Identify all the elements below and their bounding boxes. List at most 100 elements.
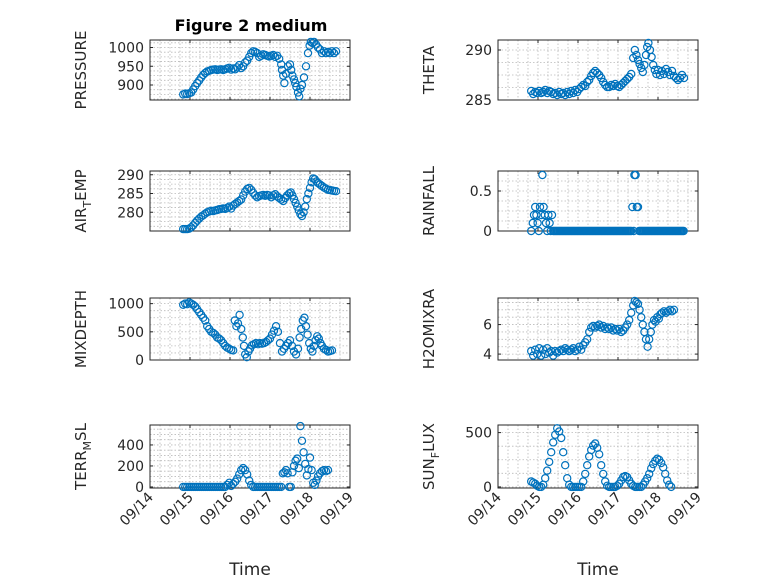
data-point xyxy=(246,48,256,58)
data-point xyxy=(667,66,677,76)
data-point xyxy=(283,469,292,478)
data-point xyxy=(623,74,632,84)
data-point xyxy=(621,76,630,86)
data-point xyxy=(601,477,610,486)
data-point xyxy=(224,344,234,353)
data-point xyxy=(296,84,305,94)
axes-frame xyxy=(149,297,351,361)
data-point xyxy=(295,333,304,342)
ytick-label: 6 xyxy=(483,318,492,334)
axes-frame xyxy=(149,39,351,101)
data-point xyxy=(613,326,622,335)
ytick-label: 1000 xyxy=(108,297,144,313)
data-point xyxy=(541,474,550,483)
data-point xyxy=(633,55,643,65)
axes-group: 900 950 1000 PRESSURE 285 290 THETA 280 285 290 AI… xyxy=(72,31,705,580)
data-point xyxy=(293,454,302,463)
data-point xyxy=(669,305,679,314)
data-point xyxy=(665,480,674,489)
data-point xyxy=(306,37,315,47)
data-point xyxy=(534,226,544,236)
data-point xyxy=(532,210,541,220)
data-point xyxy=(583,77,592,87)
data-point xyxy=(323,465,333,475)
data-point xyxy=(632,298,641,307)
data-point xyxy=(577,482,586,492)
data-point xyxy=(182,300,192,309)
data-point xyxy=(665,305,675,314)
data-point xyxy=(224,63,234,73)
data-point xyxy=(228,479,238,488)
data-point xyxy=(288,191,297,200)
data-point xyxy=(309,37,319,47)
data-point xyxy=(589,441,598,450)
data-point xyxy=(294,463,303,473)
data-point xyxy=(649,60,658,70)
data-point xyxy=(557,433,566,443)
ytick-label: 285 xyxy=(117,187,144,203)
data-point xyxy=(538,170,547,180)
data-point xyxy=(257,51,266,61)
data-point xyxy=(304,189,313,198)
data-point xyxy=(529,351,538,360)
data-point xyxy=(563,87,572,97)
ytick-label: 290 xyxy=(117,168,144,184)
data-point xyxy=(238,333,247,342)
data-point xyxy=(250,191,260,200)
data-point xyxy=(655,70,665,80)
data-point xyxy=(625,315,634,325)
data-point xyxy=(653,65,663,75)
data-point xyxy=(657,308,667,317)
xtick-label: 09/17 xyxy=(585,490,625,530)
data-point xyxy=(541,218,551,228)
data-point xyxy=(589,68,598,78)
data-point xyxy=(591,66,600,76)
chart-title: Figure 2 medium xyxy=(175,16,328,35)
data-point xyxy=(303,48,313,58)
data-point xyxy=(543,466,552,475)
data-point xyxy=(545,457,554,467)
data-point xyxy=(244,183,254,193)
data-point xyxy=(667,307,677,316)
data-point xyxy=(236,465,246,475)
data-point xyxy=(286,482,295,492)
ytick-label: 290 xyxy=(465,43,492,59)
data-point xyxy=(236,324,246,334)
data-point xyxy=(630,45,640,55)
data-point xyxy=(581,81,590,91)
data-point xyxy=(577,345,586,354)
data-point xyxy=(331,47,341,56)
x-axis-label: Time xyxy=(228,560,271,580)
data-point xyxy=(539,202,548,212)
data-point xyxy=(192,78,202,88)
data-point xyxy=(623,320,632,329)
data-point xyxy=(263,336,273,345)
axes-frame xyxy=(149,170,351,232)
ytick-label: 400 xyxy=(117,438,144,454)
data-point xyxy=(585,75,594,85)
axes-frame xyxy=(497,170,699,232)
data-point xyxy=(285,336,295,345)
data-point xyxy=(663,476,672,485)
data-point xyxy=(321,345,331,355)
data-point xyxy=(597,73,606,83)
ytick-label: 0 xyxy=(135,353,144,369)
data-point xyxy=(299,208,308,217)
data-point xyxy=(605,324,614,334)
data-point xyxy=(585,327,594,337)
data-point xyxy=(628,202,637,212)
xtick-label: 09/19 xyxy=(317,490,357,530)
data-point xyxy=(242,353,251,362)
data-point xyxy=(561,461,570,470)
data-point xyxy=(601,80,610,90)
data-point xyxy=(533,218,542,228)
data-point xyxy=(293,344,303,353)
data-point xyxy=(583,461,592,470)
data-point xyxy=(303,330,312,339)
axes-h2omixra: 4 6 H2OMIXRA xyxy=(420,288,699,369)
data-point xyxy=(246,480,256,490)
data-point xyxy=(235,310,244,320)
data-point xyxy=(533,349,542,359)
data-point xyxy=(319,47,329,56)
